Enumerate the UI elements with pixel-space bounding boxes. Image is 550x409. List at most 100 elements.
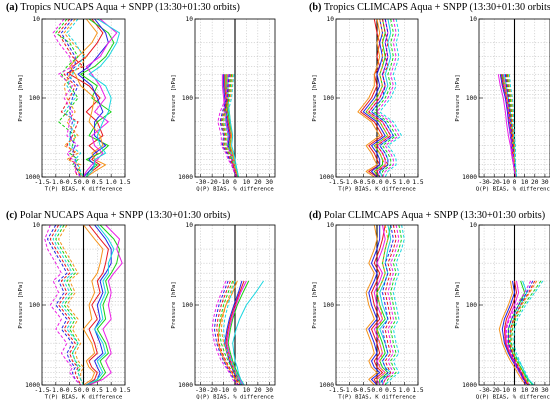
series-line-green-dashed [55, 19, 82, 177]
series-line-red-dashed [508, 280, 536, 385]
series-line-orange-solid [365, 225, 378, 385]
series-line-magenta-dashed [382, 225, 400, 385]
series-line-blue-solid [224, 280, 243, 385]
series-line-orange-dashed [376, 225, 389, 385]
series-group [365, 225, 405, 385]
series-line-red-solid [86, 225, 109, 385]
series-line-blue-dashed [507, 280, 534, 385]
x-tick-label: -1.0 [48, 179, 63, 186]
panel-label: (c) [6, 210, 17, 221]
series-line-cyan-dashed [384, 225, 405, 385]
x-tick-label: 10 [243, 179, 251, 186]
x-tick-label: 1.0 [106, 387, 117, 394]
panel-title: (b) Tropics CLIMCAPS Aqua + SNPP (13:30+… [309, 2, 550, 13]
series-line-red-dashed [382, 225, 397, 385]
x-tick-label: -20 [207, 179, 218, 186]
x-tick-label: 0 [233, 179, 237, 186]
x-tick-label: 10 [521, 387, 529, 394]
series-line-magenta-dashed [505, 280, 532, 385]
panel-c: (c) Polar NUCAPS Aqua + SNPP (13:30+01:3… [6, 210, 276, 401]
y-axis-label: Pressure [hPa] [171, 281, 177, 328]
series-line-magenta-dashed [376, 19, 400, 177]
x-tick-label: 20 [531, 387, 539, 394]
series-line-cyan-dashed [224, 74, 239, 177]
x-tick-label: 1.0 [399, 179, 410, 186]
x-tick-label: -1.5 [35, 179, 50, 186]
series-line-blue-dashed [60, 19, 82, 177]
panel-title: (d) Polar CLIMCAPS Aqua + SNPP (13:30+01… [309, 210, 545, 221]
x-tick-label: -10 [218, 387, 229, 394]
series-line-blue-solid [86, 225, 112, 385]
y-axis-label: Pressure [hPa] [312, 281, 318, 328]
y-tick-label: 1000 [319, 382, 334, 389]
y-tick-label: 100 [29, 95, 40, 102]
x-tick-label: -1.5 [35, 387, 50, 394]
series-line-cyan-dashed [508, 74, 517, 177]
y-tick-label: 1000 [462, 382, 477, 389]
series-line-red-solid [371, 225, 386, 385]
series-line-green-solid [227, 280, 250, 385]
series-group [357, 19, 403, 177]
x-tick-label: -1.5 [329, 387, 344, 394]
series-line-orange-dashed [63, 19, 87, 177]
x-tick-label: -10 [499, 179, 510, 186]
x-axis-label: Q(P) BIAS, % difference [476, 187, 550, 193]
x-tick-label: -10 [218, 179, 229, 186]
x-tick-label: 0.5 [92, 387, 103, 394]
x-tick-label: 0.5 [385, 387, 396, 394]
panel-title: (a) Tropics NUCAPS Aqua + SNPP (13:30+01… [6, 2, 240, 13]
series-line-magenta-dashed [44, 225, 82, 385]
y-axis-label: Pressure [hPa] [18, 74, 24, 121]
x-tick-label: -10 [499, 387, 510, 394]
x-tick-label: 30 [541, 387, 549, 394]
y-tick-label: 100 [466, 302, 477, 309]
panel-label: (d) [309, 210, 321, 221]
x-axis-label: Q(P) BIAS, % difference [476, 395, 550, 401]
y-axis-label: Pressure [hPa] [171, 74, 177, 121]
y-tick-label: 10 [186, 222, 194, 229]
x-tick-label: -1.5 [329, 179, 344, 186]
x-tick-label: 0.0 [371, 179, 382, 186]
series-line-cyan-dashed [63, 19, 84, 177]
x-tick-label: -0.5 [356, 179, 371, 186]
series-line-magenta-solid [88, 225, 123, 385]
series-group [211, 280, 265, 385]
x-axis-label: T(P) BIAS, K difference [338, 395, 416, 401]
y-tick-label: 10 [470, 222, 478, 229]
y-tick-label: 1000 [178, 174, 193, 181]
series-line-cyan-dashed [513, 280, 544, 385]
series-line-blue-dashed [379, 225, 394, 385]
series-line-green-dashed [511, 280, 542, 385]
series-group [498, 280, 544, 385]
series-line-orange-dashed [223, 74, 238, 177]
x-tick-label: 0.0 [78, 387, 89, 394]
series-line-magenta-dashed [52, 19, 82, 177]
y-tick-label: 1000 [319, 174, 334, 181]
series-line-cyan-dashed [52, 225, 84, 385]
series-line-red-dashed [58, 19, 84, 177]
series-line-red-dashed [220, 74, 238, 177]
x-tick-label: 30 [541, 179, 549, 186]
y-tick-label: 10 [327, 222, 335, 229]
y-tick-label: 100 [323, 95, 334, 102]
series-line-red-dashed [49, 225, 82, 385]
x-axis-label: T(P) BIAS, K difference [45, 187, 123, 193]
y-tick-label: 100 [182, 302, 193, 309]
series-line-blue-solid [77, 19, 109, 177]
panel-d: (d) Polar CLIMCAPS Aqua + SNPP (13:30+01… [309, 210, 550, 401]
series-group [52, 19, 120, 177]
temperature-bias-plot: -1.5-1.0-0.5 0.0 0.5 1.0 1.5T(P) BIAS, K dif… [18, 16, 131, 192]
series-line-green-dashed [373, 19, 397, 177]
x-tick-label: 0.0 [371, 387, 382, 394]
series-line-red-solid [360, 19, 383, 177]
series-line-red-dashed [368, 19, 392, 177]
series-line-magenta-dashed [502, 74, 516, 177]
series-line-orange-dashed [365, 19, 389, 177]
temperature-bias-plot: -1.5-1.0-0.5 0.0 0.5 1.0 1.5T(P) BIAS, K dif… [18, 222, 131, 400]
y-axis-label: Pressure [hPa] [18, 281, 24, 328]
panel-label: (a) [6, 2, 18, 13]
x-tick-label: -30 [195, 387, 206, 394]
series-line-orange-solid [83, 225, 104, 385]
